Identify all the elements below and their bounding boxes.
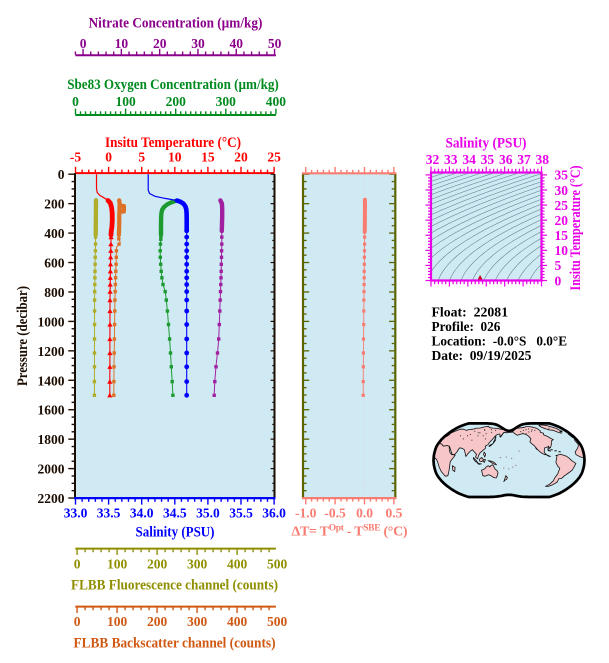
svg-text:100: 100 bbox=[107, 614, 128, 629]
svg-text:Sbe83 Oxygen Concentration (µm: Sbe83 Oxygen Concentration (µm/kg) bbox=[67, 77, 279, 93]
svg-text:25: 25 bbox=[555, 198, 569, 213]
svg-text:0.0: 0.0 bbox=[356, 506, 373, 521]
svg-text:0: 0 bbox=[74, 614, 81, 629]
svg-text:1600: 1600 bbox=[38, 403, 65, 418]
svg-text:-0.5: -0.5 bbox=[324, 506, 346, 521]
svg-text:30: 30 bbox=[555, 183, 569, 198]
svg-text:35: 35 bbox=[555, 168, 569, 183]
svg-text:15: 15 bbox=[555, 228, 569, 243]
svg-text:400: 400 bbox=[227, 557, 248, 572]
svg-text:34.5: 34.5 bbox=[163, 506, 187, 521]
svg-text:500: 500 bbox=[267, 557, 288, 572]
svg-text:0: 0 bbox=[58, 167, 65, 182]
svg-text:200: 200 bbox=[44, 197, 65, 212]
svg-text:Profile: 026: Profile: 026 bbox=[432, 319, 501, 334]
svg-text:35.5: 35.5 bbox=[229, 506, 253, 521]
svg-text:38: 38 bbox=[536, 152, 550, 167]
svg-text:0: 0 bbox=[80, 36, 87, 51]
svg-text:0: 0 bbox=[72, 94, 79, 109]
svg-text:Salinity (PSU): Salinity (PSU) bbox=[446, 136, 527, 152]
svg-text:200: 200 bbox=[147, 557, 168, 572]
svg-text:0.5: 0.5 bbox=[385, 506, 402, 521]
svg-text:2000: 2000 bbox=[38, 462, 65, 477]
svg-text:1000: 1000 bbox=[38, 314, 65, 329]
svg-text:2200: 2200 bbox=[38, 491, 65, 506]
svg-text:-1.0: -1.0 bbox=[295, 506, 317, 521]
svg-text:20: 20 bbox=[555, 213, 569, 228]
svg-text:10: 10 bbox=[555, 243, 569, 258]
svg-text:600: 600 bbox=[44, 256, 65, 271]
svg-text:34: 34 bbox=[462, 152, 476, 167]
svg-text:-5: -5 bbox=[70, 150, 81, 165]
svg-text:100: 100 bbox=[115, 94, 136, 109]
svg-text:FLBB Fluorescence channel (cou: FLBB Fluorescence channel (counts) bbox=[71, 578, 278, 594]
svg-text:10: 10 bbox=[168, 150, 182, 165]
svg-text:33: 33 bbox=[444, 152, 458, 167]
svg-text:Date: 09/19/2025: Date: 09/19/2025 bbox=[432, 348, 532, 363]
svg-text:25: 25 bbox=[267, 150, 281, 165]
svg-text:32: 32 bbox=[426, 152, 440, 167]
svg-text:400: 400 bbox=[266, 94, 287, 109]
svg-text:0: 0 bbox=[105, 150, 112, 165]
svg-text:200: 200 bbox=[147, 614, 168, 629]
svg-text:37: 37 bbox=[517, 152, 531, 167]
svg-text:ΔT= TOpt - TSBE (°C): ΔT= TOpt - TSBE (°C) bbox=[292, 524, 408, 540]
svg-text:500: 500 bbox=[267, 614, 288, 629]
svg-text:400: 400 bbox=[44, 226, 65, 241]
svg-text:FLBB Backscatter channel (coun: FLBB Backscatter channel (counts) bbox=[74, 636, 276, 652]
svg-text:20: 20 bbox=[153, 36, 167, 51]
svg-text:35: 35 bbox=[481, 152, 495, 167]
svg-text:15: 15 bbox=[201, 150, 215, 165]
svg-text:5: 5 bbox=[555, 258, 562, 273]
svg-text:200: 200 bbox=[166, 94, 187, 109]
svg-text:30: 30 bbox=[191, 36, 205, 51]
svg-text:300: 300 bbox=[216, 94, 237, 109]
svg-text:400: 400 bbox=[227, 614, 248, 629]
svg-text:0: 0 bbox=[74, 557, 81, 572]
svg-text:Insitu Temperature (°C): Insitu Temperature (°C) bbox=[568, 166, 584, 291]
svg-text:34.0: 34.0 bbox=[130, 506, 154, 521]
svg-text:35.0: 35.0 bbox=[196, 506, 220, 521]
svg-text:Nitrate Concentration (µm/kg): Nitrate Concentration (µm/kg) bbox=[89, 16, 263, 32]
svg-text:10: 10 bbox=[115, 36, 129, 51]
svg-text:Salinity (PSU): Salinity (PSU) bbox=[136, 525, 215, 541]
svg-text:5: 5 bbox=[138, 150, 145, 165]
svg-text:1800: 1800 bbox=[38, 432, 65, 447]
svg-text:1200: 1200 bbox=[38, 344, 65, 359]
svg-text:800: 800 bbox=[44, 285, 65, 300]
svg-text:Pressure (decibar): Pressure (decibar) bbox=[15, 286, 31, 386]
svg-text:33.0: 33.0 bbox=[64, 506, 88, 521]
svg-text:100: 100 bbox=[107, 557, 128, 572]
svg-text:33.5: 33.5 bbox=[97, 506, 121, 521]
svg-text:300: 300 bbox=[187, 557, 208, 572]
svg-text:20: 20 bbox=[234, 150, 248, 165]
svg-text:1400: 1400 bbox=[38, 373, 65, 388]
svg-text:36: 36 bbox=[499, 152, 513, 167]
svg-text:40: 40 bbox=[230, 36, 244, 51]
svg-text:300: 300 bbox=[187, 614, 208, 629]
svg-text:0: 0 bbox=[555, 273, 562, 288]
svg-text:50: 50 bbox=[268, 36, 282, 51]
svg-text:Insitu Temperature (°C): Insitu Temperature (°C) bbox=[105, 135, 241, 151]
svg-text:Float: 22081: Float: 22081 bbox=[432, 305, 509, 320]
svg-text:36.0: 36.0 bbox=[262, 506, 286, 521]
svg-text:Location: -0.0°S 0.0°E: Location: -0.0°S 0.0°E bbox=[432, 334, 568, 349]
